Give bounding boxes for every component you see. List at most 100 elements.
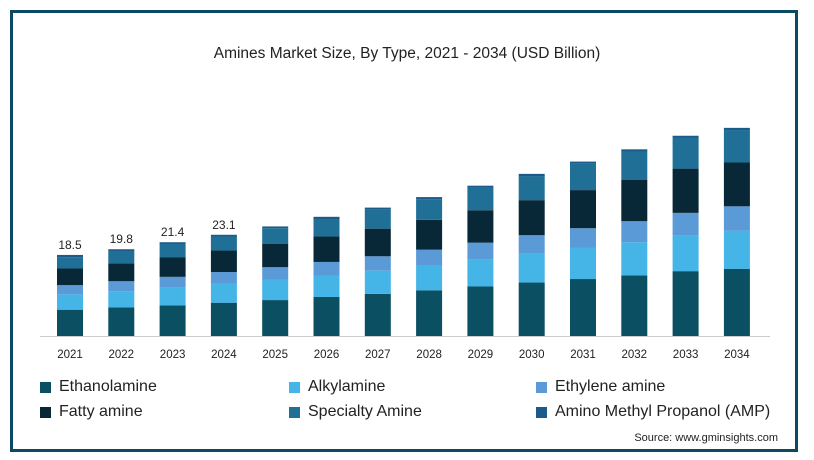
chart-title: Amines Market Size, By Type, 2021 - 2034… bbox=[213, 45, 601, 62]
bar-segment-amino-methyl-propanol-amp-2031 bbox=[570, 161, 596, 164]
bar-segment-fatty-amine-2023 bbox=[159, 257, 186, 277]
bar-segment-alkylamine-2029 bbox=[467, 259, 494, 287]
x-tick-label-2026: 2026 bbox=[314, 349, 340, 361]
x-tick-label-2031: 2031 bbox=[570, 349, 596, 361]
bar-segment-alkylamine-2031 bbox=[570, 247, 596, 280]
bar-segment-alkylamine-2023 bbox=[159, 287, 186, 306]
bar-segment-fatty-amine-2025 bbox=[262, 243, 289, 268]
legend-swatch-alkylamine bbox=[289, 381, 300, 393]
x-tick-label-2022: 2022 bbox=[109, 349, 135, 361]
bar-segment-ethylene-amine-2021 bbox=[57, 285, 83, 295]
bar-chart: 18.5 2021 19.8 2022 21.4 2023 23.1 2024 2025 2026… bbox=[40, 127, 770, 361]
bar-segment-ethylene-amine-2023 bbox=[159, 276, 186, 288]
bar-segment-alkylamine-2034 bbox=[723, 230, 750, 269]
source-note: Source: www.gminsights.com bbox=[634, 432, 778, 444]
bar-segment-specialty-amine-2025 bbox=[262, 228, 289, 244]
bar-segment-amino-methyl-propanol-amp-2021 bbox=[57, 254, 83, 258]
bar-segment-alkylamine-2030 bbox=[518, 253, 545, 283]
bar-segment-amino-methyl-propanol-amp-2030 bbox=[518, 173, 545, 177]
bar-segment-ethylene-amine-2026 bbox=[313, 261, 340, 276]
bar-segment-amino-methyl-propanol-amp-2022 bbox=[108, 249, 135, 251]
bar-segment-fatty-amine-2031 bbox=[570, 190, 596, 229]
bar-segment-amino-methyl-propanol-amp-2025 bbox=[262, 226, 289, 229]
bar-segment-ethanolamine-2032 bbox=[621, 275, 648, 336]
x-tick-label-2025: 2025 bbox=[262, 349, 288, 361]
bar-segment-specialty-amine-2034 bbox=[723, 130, 750, 163]
x-tick-label-2032: 2032 bbox=[622, 349, 648, 361]
x-tick-label-2034: 2034 bbox=[724, 349, 750, 361]
x-tick-label-2023: 2023 bbox=[160, 349, 186, 361]
legend-item-ethylene-amine: Ethylene amine bbox=[536, 378, 665, 396]
legend-swatch-ethylene-amine bbox=[536, 381, 547, 393]
legend-label: Specialty Amine bbox=[308, 403, 422, 420]
bar-segment-amino-methyl-propanol-amp-2034 bbox=[723, 127, 750, 131]
bar-segment-alkylamine-2022 bbox=[108, 291, 135, 308]
legend-swatch-fatty-amine bbox=[40, 406, 51, 418]
data-label-2023: 21.4 bbox=[161, 225, 185, 239]
bar-segment-fatty-amine-2026 bbox=[313, 236, 340, 262]
bar-segment-fatty-amine-2024 bbox=[210, 250, 237, 273]
legend-item-amp: Amino Methyl Propanol (AMP) bbox=[536, 403, 770, 421]
x-tick-label-2021: 2021 bbox=[57, 349, 83, 361]
x-tick-label-2027: 2027 bbox=[365, 349, 391, 361]
bar-segment-alkylamine-2025 bbox=[262, 279, 289, 301]
bar-segment-ethanolamine-2034 bbox=[723, 268, 750, 336]
bar-segment-ethylene-amine-2029 bbox=[467, 242, 494, 260]
legend-item-ethanolamine: Ethanolamine bbox=[40, 378, 157, 396]
bar-segment-fatty-amine-2030 bbox=[518, 200, 545, 236]
legend-label: Amino Methyl Propanol (AMP) bbox=[555, 403, 771, 420]
bar-segment-ethylene-amine-2031 bbox=[570, 228, 596, 248]
bar-segment-ethylene-amine-2033 bbox=[672, 212, 699, 236]
bar-segment-amino-methyl-propanol-amp-2028 bbox=[416, 197, 443, 200]
bar-segment-specialty-amine-2032 bbox=[621, 151, 648, 181]
bar-segment-alkylamine-2024 bbox=[210, 283, 237, 303]
data-label-2022: 19.8 bbox=[110, 232, 134, 246]
data-label-2021: 18.5 bbox=[58, 238, 82, 252]
bar-segment-amino-methyl-propanol-amp-2033 bbox=[672, 135, 699, 138]
bar-segment-ethanolamine-2033 bbox=[672, 271, 699, 336]
x-tick-label-2028: 2028 bbox=[416, 349, 442, 361]
bar-segment-ethanolamine-2027 bbox=[364, 293, 391, 336]
bar-segment-ethanolamine-2031 bbox=[570, 279, 596, 336]
bar-segment-specialty-amine-2031 bbox=[570, 163, 596, 191]
x-tick-label-2033: 2033 bbox=[673, 349, 699, 361]
bar-segment-specialty-amine-2024 bbox=[210, 236, 237, 251]
bar-segment-specialty-amine-2030 bbox=[518, 176, 545, 201]
bar-segment-ethanolamine-2028 bbox=[416, 290, 443, 336]
legend-label: Fatty amine bbox=[59, 403, 143, 420]
x-tick-label-2029: 2029 bbox=[468, 349, 494, 361]
bar-segment-fatty-amine-2022 bbox=[108, 263, 135, 282]
bar-segment-specialty-amine-2023 bbox=[159, 243, 186, 258]
bar-segment-ethanolamine-2030 bbox=[518, 282, 545, 336]
bar-segment-ethylene-amine-2027 bbox=[364, 256, 391, 271]
bar-segment-ethanolamine-2025 bbox=[262, 300, 289, 336]
legend-item-alkylamine: Alkylamine bbox=[289, 378, 385, 396]
bar-segment-ethanolamine-2023 bbox=[159, 305, 186, 336]
bar-segment-alkylamine-2021 bbox=[57, 294, 83, 310]
legend-swatch-amp bbox=[536, 406, 547, 418]
chart-legend: Ethanolamine Alkylamine Ethylene amine F… bbox=[40, 378, 790, 428]
bar-segment-ethylene-amine-2030 bbox=[518, 235, 545, 254]
bar-segment-fatty-amine-2032 bbox=[621, 180, 648, 222]
bar-segment-specialty-amine-2028 bbox=[416, 199, 443, 220]
bar-segment-alkylamine-2033 bbox=[672, 235, 699, 272]
data-label-2024: 23.1 bbox=[212, 218, 236, 232]
bar-segment-fatty-amine-2029 bbox=[467, 210, 494, 243]
legend-item-fatty-amine: Fatty amine bbox=[40, 403, 143, 421]
legend-swatch-ethanolamine bbox=[40, 381, 51, 393]
legend-swatch-specialty-amine bbox=[289, 406, 300, 418]
bar-segment-amino-methyl-propanol-amp-2027 bbox=[364, 207, 391, 210]
bar-segment-ethanolamine-2022 bbox=[108, 307, 135, 336]
bar-segment-amino-methyl-propanol-amp-2024 bbox=[210, 234, 237, 237]
bar-segment-amino-methyl-propanol-amp-2029 bbox=[467, 185, 494, 188]
bar-segment-ethanolamine-2021 bbox=[57, 309, 83, 336]
legend-label: Ethanolamine bbox=[59, 378, 157, 395]
bar-segment-amino-methyl-propanol-amp-2023 bbox=[159, 242, 186, 244]
bar-segment-ethylene-amine-2032 bbox=[621, 221, 648, 243]
chart-frame bbox=[10, 10, 798, 452]
bar-segment-specialty-amine-2029 bbox=[467, 187, 494, 211]
bar-segment-ethylene-amine-2025 bbox=[262, 267, 289, 280]
legend-label: Alkylamine bbox=[308, 378, 386, 395]
bar-segment-specialty-amine-2022 bbox=[108, 250, 135, 264]
bar-segment-ethylene-amine-2028 bbox=[416, 249, 443, 266]
